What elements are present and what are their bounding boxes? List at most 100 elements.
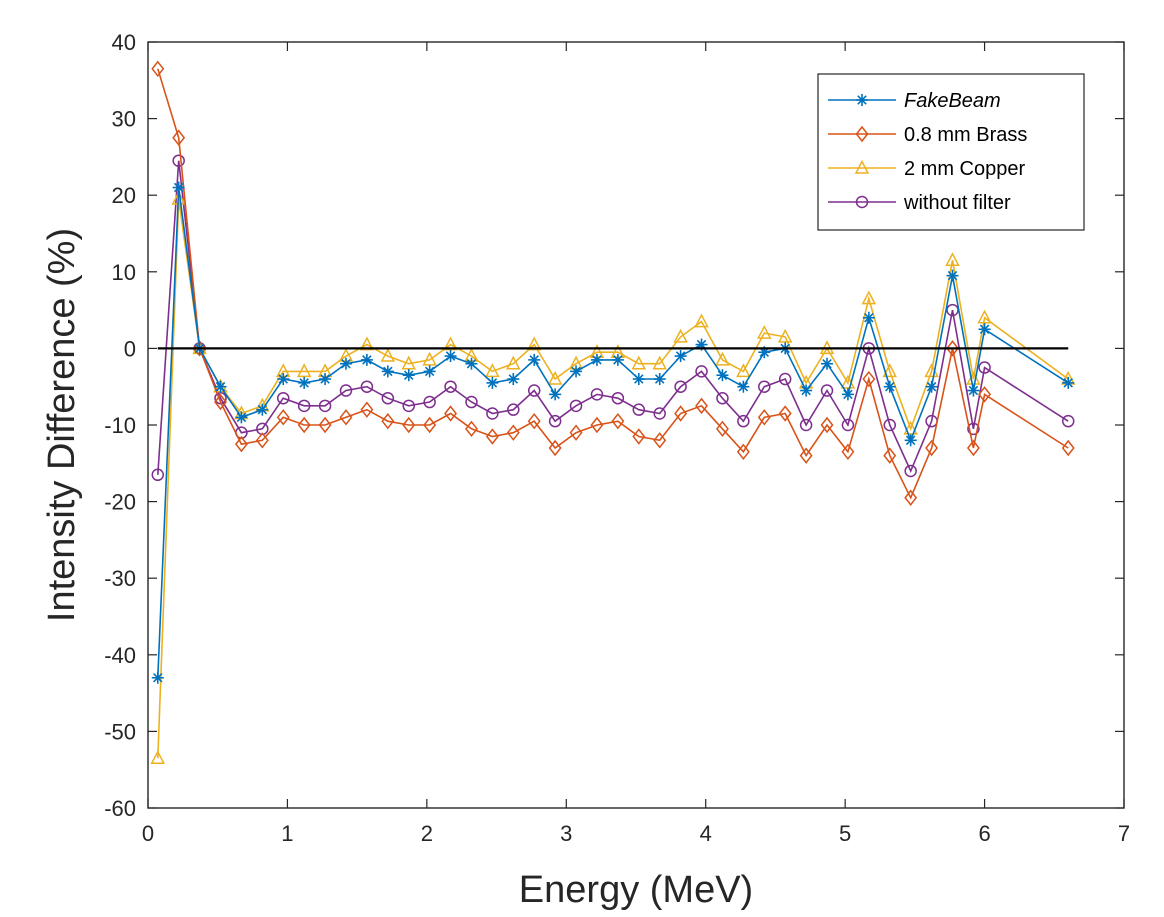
data-point	[319, 373, 332, 386]
data-point	[904, 489, 918, 506]
data-point	[715, 420, 729, 438]
data-point	[570, 365, 583, 378]
data-point	[946, 340, 959, 357]
series-layer	[150, 60, 1076, 764]
y-tick-label: 0	[124, 336, 136, 361]
data-point	[631, 355, 647, 370]
data-point	[674, 405, 688, 422]
data-point	[673, 328, 688, 343]
legend-item: without filter	[828, 192, 1011, 214]
data-point	[862, 370, 876, 388]
data-point	[401, 355, 416, 370]
data-point	[632, 428, 646, 445]
data-point	[778, 405, 792, 422]
data-point	[632, 373, 645, 386]
data-point	[380, 347, 396, 362]
data-point	[611, 353, 624, 366]
x-axis-title: Energy (MeV)	[519, 869, 753, 911]
data-point	[652, 355, 667, 370]
x-tick-label: 4	[700, 821, 712, 846]
data-point	[548, 414, 562, 428]
data-point	[945, 252, 960, 267]
data-point	[716, 391, 729, 405]
data-point	[841, 418, 855, 432]
data-point	[297, 399, 311, 413]
data-point	[465, 357, 478, 370]
data-point	[1061, 414, 1075, 428]
data-point	[757, 409, 771, 426]
y-tick-label: 20	[112, 183, 136, 208]
data-point	[715, 351, 730, 366]
data-point	[569, 399, 583, 413]
data-point	[256, 403, 269, 416]
data-point	[277, 373, 290, 386]
data-point	[695, 397, 708, 415]
data-point	[486, 376, 499, 389]
data-point	[757, 324, 772, 339]
y-tick-label: 30	[112, 107, 136, 132]
data-point	[402, 399, 415, 413]
data-point	[977, 309, 992, 324]
data-point	[569, 424, 583, 441]
data-point	[255, 432, 269, 449]
data-point	[549, 388, 562, 401]
series-without-filter	[151, 154, 1075, 482]
data-point	[298, 376, 311, 389]
data-point	[978, 361, 991, 374]
data-point	[235, 411, 248, 424]
data-point	[653, 407, 666, 420]
data-point	[978, 323, 991, 336]
data-point	[151, 60, 165, 78]
data-point	[925, 380, 938, 393]
data-point	[423, 365, 436, 378]
data-point	[967, 422, 980, 436]
x-tick-label: 7	[1118, 821, 1130, 846]
data-point	[653, 373, 666, 386]
data-point	[465, 420, 478, 438]
legend-label: FakeBeam	[904, 90, 1001, 112]
data-point	[967, 384, 980, 397]
data-point	[632, 403, 646, 416]
data-point	[946, 269, 959, 282]
y-tick-label: -30	[104, 566, 136, 591]
data-point	[507, 403, 520, 416]
data-point	[360, 401, 374, 418]
y-tick-label: -40	[104, 643, 136, 668]
data-point	[925, 439, 939, 457]
data-point	[381, 391, 395, 405]
data-point	[150, 750, 165, 764]
data-point	[653, 432, 667, 449]
legend-item: 2 mm Copper	[828, 158, 1025, 180]
x-tick-label: 3	[560, 821, 572, 846]
data-point	[339, 384, 353, 397]
data-point	[821, 357, 834, 370]
data-point	[360, 380, 374, 393]
x-tick-label: 2	[421, 821, 433, 846]
data-point	[547, 370, 563, 385]
data-point	[800, 384, 813, 397]
data-point	[485, 428, 499, 445]
data-point	[799, 418, 813, 432]
series-fakebeam	[151, 181, 1075, 684]
legend-item: 0.8 mm Brass	[828, 124, 1027, 146]
data-point	[193, 340, 207, 357]
data-point	[695, 365, 708, 378]
data-point	[883, 447, 897, 464]
x-tick-label: 0	[142, 821, 154, 846]
data-point	[777, 328, 793, 343]
data-point	[359, 336, 375, 351]
data-point	[674, 350, 687, 363]
data-point	[172, 129, 186, 146]
legend-label: 2 mm Copper	[904, 158, 1025, 180]
data-point	[736, 363, 751, 378]
data-point	[904, 434, 917, 447]
data-point	[883, 380, 896, 393]
series-line	[157, 68, 1069, 500]
data-point	[611, 412, 625, 430]
data-point	[526, 336, 542, 351]
data-point	[402, 369, 415, 382]
data-point	[443, 336, 458, 351]
data-point	[716, 369, 729, 382]
y-tick-label: -10	[104, 413, 136, 438]
data-point	[485, 363, 500, 378]
